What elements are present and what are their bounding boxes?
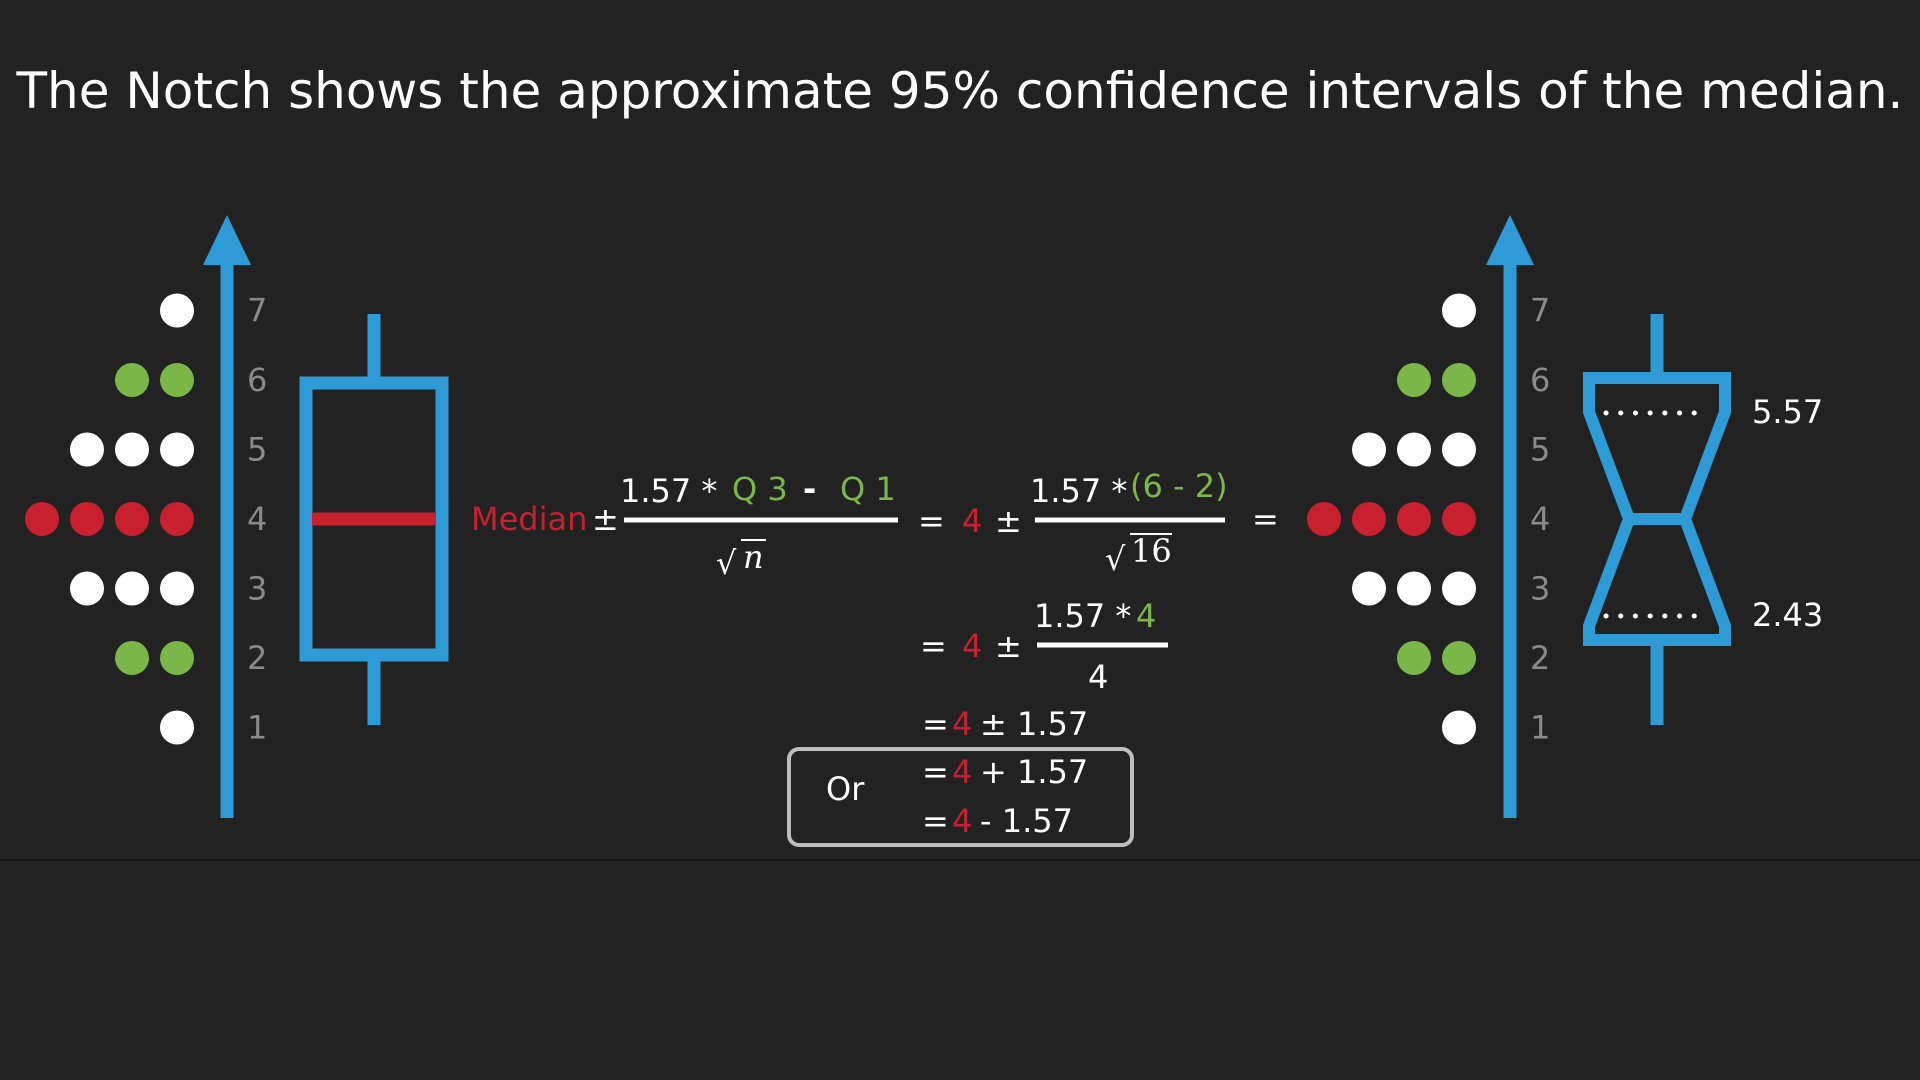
sqrt16-result: 4	[1136, 597, 1156, 635]
right-dot-plot	[1307, 293, 1476, 745]
right-data-point	[1442, 571, 1476, 606]
left-data-point	[160, 571, 194, 606]
eq-sign-2: =	[1252, 500, 1279, 538]
median-value-2: 4	[962, 627, 982, 665]
left-data-point	[160, 432, 194, 467]
left-data-point	[70, 571, 104, 606]
left-axis-arrow-icon	[203, 215, 251, 265]
formula-general: Median ± 1.57 * Q 3 - Q 1 √ n = 4 ± 1.57…	[471, 467, 1279, 582]
notched-boxplot: 5.57 2.43	[1583, 314, 1823, 725]
left-dot-plot	[25, 293, 194, 745]
left-axis: 1 2 3 4 5 6 7	[203, 215, 267, 818]
coef-2: 1.57 *	[1030, 472, 1127, 510]
left-data-point	[160, 641, 194, 675]
right-data-point	[1352, 502, 1386, 536]
left-data-point	[160, 363, 194, 397]
formula-result: = 4 ± 1.57 Or = 4 + 1.57 = 4 - 1.57	[787, 705, 1134, 847]
right-tick-label: 3	[1530, 570, 1550, 608]
pm-symbol-2: ±	[995, 502, 1022, 540]
left-data-point	[160, 710, 194, 745]
right-data-point	[1442, 502, 1476, 536]
left-data-point	[115, 502, 149, 536]
right-tick-label: 7	[1530, 292, 1550, 330]
median-word: Median	[471, 500, 587, 538]
result-pm: ± 1.57	[980, 705, 1088, 743]
left-data-point	[70, 432, 104, 467]
eq-sign-3: =	[920, 627, 947, 665]
q1-label: Q 1	[840, 470, 896, 508]
left-tick-label: 7	[247, 292, 267, 330]
left-boxplot	[299, 314, 449, 725]
left-tick-label: 5	[247, 431, 267, 469]
right-data-point	[1307, 502, 1341, 536]
sixteen-value: 16	[1131, 532, 1172, 570]
bottom-divider	[0, 859, 1920, 861]
eq-sign-1: =	[918, 502, 945, 540]
sqrt-icon-1: √	[716, 544, 737, 582]
or-box	[787, 747, 1134, 847]
right-data-point	[1442, 363, 1476, 397]
right-axis-arrow-icon	[1486, 215, 1534, 265]
right-data-point	[1442, 293, 1476, 328]
right-data-point	[1352, 432, 1386, 467]
right-tick-label: 2	[1530, 639, 1550, 677]
or-label: Or	[826, 770, 865, 808]
coef-3: 1.57 *	[1034, 597, 1131, 635]
right-data-point	[1442, 641, 1476, 675]
result-minus: - 1.57	[980, 802, 1073, 840]
right-tick-label: 1	[1530, 709, 1550, 747]
left-tick-label: 4	[247, 500, 267, 538]
pm-symbol-1: ±	[592, 500, 619, 538]
right-tick-label: 6	[1530, 361, 1550, 399]
formula-step-2: = 4 ± 1.57 * 4 4	[920, 597, 1168, 696]
left-data-point	[160, 502, 194, 536]
right-data-point	[1397, 432, 1431, 467]
right-data-point	[1397, 363, 1431, 397]
n-variable: n	[743, 538, 764, 576]
left-tick-label: 1	[247, 709, 267, 747]
result-plus: + 1.57	[980, 753, 1088, 791]
left-data-point	[160, 293, 194, 328]
right-axis: 1 2 3 4 5 6 7	[1486, 215, 1550, 818]
notched-box	[1583, 372, 1731, 646]
diff-value: (6 - 2)	[1130, 467, 1228, 505]
median-value-1: 4	[962, 502, 982, 540]
left-data-point	[70, 502, 104, 536]
minus-sign: -	[803, 470, 816, 508]
left-data-point	[25, 502, 59, 536]
left-tick-label: 2	[247, 639, 267, 677]
q3-label: Q 3	[732, 470, 788, 508]
right-data-point	[1442, 710, 1476, 745]
eq-sign-5: =	[922, 753, 949, 791]
right-data-point	[1397, 571, 1431, 606]
left-tick-label: 3	[247, 570, 267, 608]
eq-sign-4: =	[922, 705, 949, 743]
slide-title: The Notch shows the approximate 95% conf…	[16, 62, 1904, 120]
right-data-point	[1397, 502, 1431, 536]
left-data-point	[115, 641, 149, 675]
sqrt-icon-2: √	[1105, 540, 1126, 578]
eq-sign-6: =	[922, 802, 949, 840]
right-axis-ticks: 1 2 3 4 5 6 7	[1530, 292, 1550, 747]
right-data-point	[1442, 432, 1476, 467]
right-data-point	[1352, 571, 1386, 606]
median-value-3: 4	[952, 705, 972, 743]
median-value-4: 4	[952, 753, 972, 791]
denominator-four: 4	[1088, 658, 1108, 696]
right-tick-label: 5	[1530, 431, 1550, 469]
coef-1: 1.57 *	[620, 472, 717, 510]
right-data-point	[1397, 641, 1431, 675]
notch-lower-label: 2.43	[1752, 596, 1823, 634]
median-value-5: 4	[952, 802, 972, 840]
left-data-point	[115, 432, 149, 467]
left-data-point	[115, 363, 149, 397]
right-tick-label: 4	[1530, 500, 1550, 538]
pm-symbol-3: ±	[995, 627, 1022, 665]
left-tick-label: 6	[247, 361, 267, 399]
left-data-point	[115, 571, 149, 606]
left-axis-ticks: 1 2 3 4 5 6 7	[247, 292, 267, 747]
notch-upper-label: 5.57	[1752, 393, 1823, 431]
